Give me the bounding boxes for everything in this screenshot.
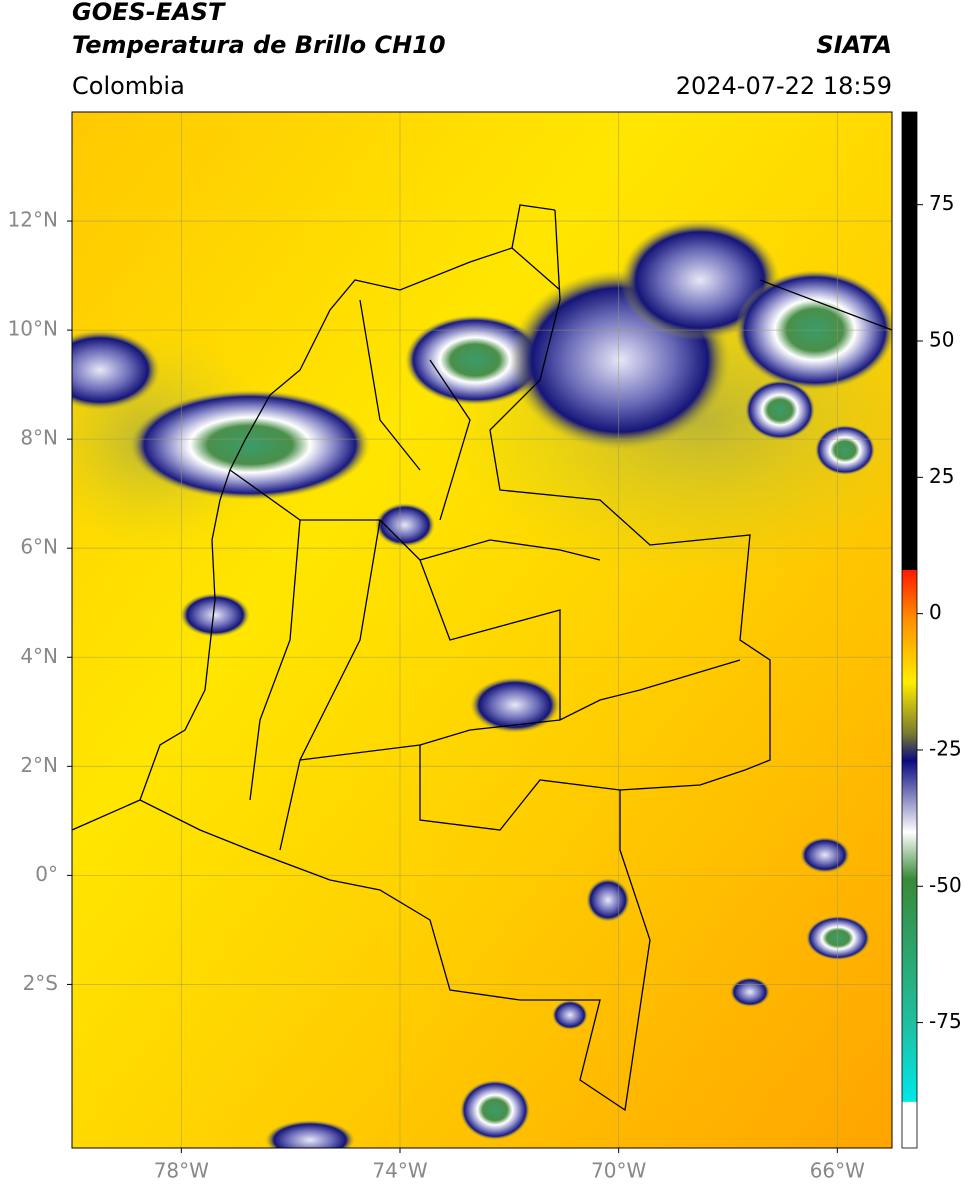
cloud [470, 677, 560, 733]
lat-tick-label: 8°N [20, 426, 58, 450]
cloud [815, 425, 875, 475]
cloud [180, 593, 250, 637]
lon-tick-label: 66°W [810, 1159, 865, 1183]
cloud [800, 837, 850, 873]
lat-tick-label: 0° [35, 862, 58, 886]
cloud [460, 1080, 530, 1140]
colorbar [901, 111, 918, 1149]
colorbar-tick-label: -50 [929, 873, 962, 897]
lat-tick-label: 2°S [23, 971, 58, 995]
cloud [405, 315, 545, 405]
cloud [265, 1120, 355, 1148]
colorbar-tick-label: 0 [929, 600, 942, 624]
lat-tick-label: 6°N [20, 535, 58, 559]
cloud [730, 977, 770, 1007]
province-border [229, 247, 892, 851]
cloud [745, 380, 815, 440]
lat-tick-label: 12°N [8, 208, 58, 232]
datetime: 2024-07-22 18:59 [676, 72, 892, 100]
colorbar-tick-label: 50 [929, 328, 954, 352]
lat-tick-label: 2°N [20, 753, 58, 777]
colorbar-tick-label: 75 [929, 191, 954, 215]
colorbar-tick-label: 25 [929, 464, 954, 488]
lon-tick-label: 74°W [372, 1159, 427, 1183]
region: Colombia [72, 72, 185, 100]
satellite-image [72, 112, 892, 1148]
cloud [72, 330, 160, 410]
cloud [552, 1000, 588, 1030]
subtitle: Temperatura de Brillo CH10 [72, 31, 446, 59]
cloud [806, 916, 870, 960]
source: SIATA [816, 31, 892, 59]
lat-tick-label: 4°N [20, 644, 58, 668]
lat-tick-label: 10°N [8, 317, 58, 341]
graticule [72, 112, 892, 1148]
cloud [375, 503, 435, 547]
lon-tick-label: 78°W [154, 1159, 209, 1183]
map-frame [71, 111, 893, 1149]
cloud [586, 878, 630, 922]
colorbar-tick-label: -25 [929, 736, 962, 760]
lon-tick-label: 70°W [591, 1159, 646, 1183]
title: GOES-EAST [72, 0, 226, 26]
colorbar-tick-label: -75 [929, 1009, 962, 1033]
cloud [130, 390, 370, 500]
